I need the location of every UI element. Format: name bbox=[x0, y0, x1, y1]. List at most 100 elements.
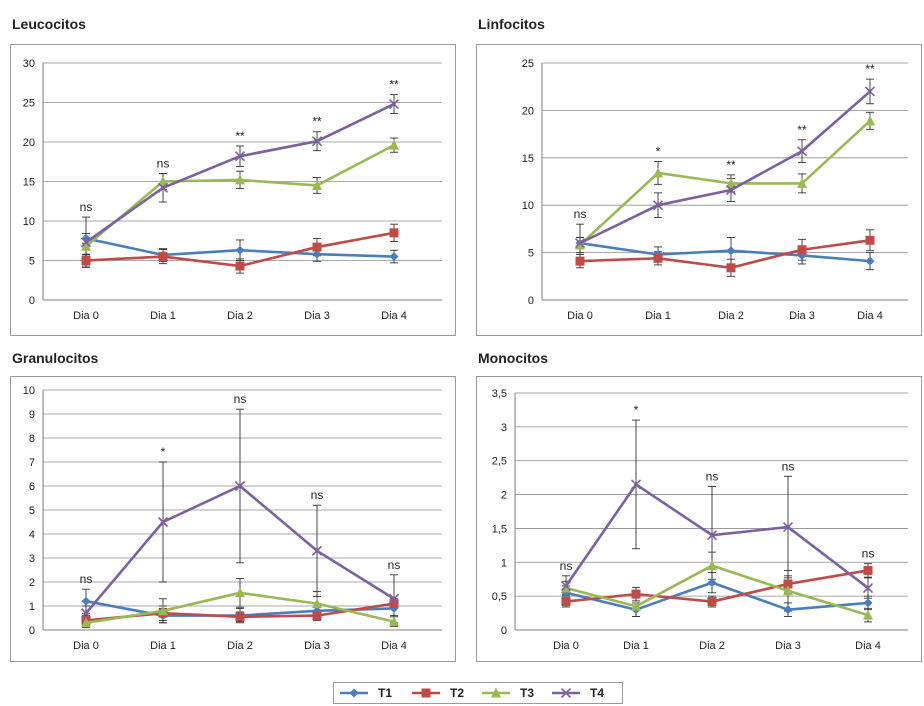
chart-frame-leucocitos bbox=[10, 44, 456, 336]
data-point-t4 bbox=[311, 136, 323, 147]
y-tick-label: 0 bbox=[501, 625, 507, 637]
data-point-t2 bbox=[575, 256, 585, 266]
legend-item-t3: T3 bbox=[482, 686, 534, 700]
data-point-t3 bbox=[235, 174, 245, 185]
legend-marker bbox=[491, 687, 501, 698]
data-point-t3 bbox=[312, 179, 322, 190]
data-point-t3 bbox=[389, 139, 399, 150]
data-point-t4 bbox=[311, 545, 323, 556]
data-point-t4 bbox=[234, 151, 246, 162]
x-tick-label: Dia 0 bbox=[73, 640, 99, 652]
x-tick-label: Dia 1 bbox=[150, 640, 176, 652]
data-point-t2 bbox=[797, 245, 807, 255]
chart-title-linfocitos: Linfocitos bbox=[478, 16, 545, 32]
significance-label: ns bbox=[311, 488, 324, 502]
legend-marker bbox=[349, 688, 359, 698]
x-tick-label: Dia 0 bbox=[73, 310, 99, 322]
y-tick-label: 20 bbox=[23, 137, 35, 149]
data-point-t1 bbox=[726, 246, 736, 256]
data-point-t4 bbox=[560, 580, 572, 592]
significance-label: ns bbox=[706, 469, 719, 483]
y-tick-label: 10 bbox=[23, 216, 35, 228]
y-tick-label: 8 bbox=[29, 433, 35, 445]
y-tick-label: 1 bbox=[501, 557, 507, 569]
x-tick-label: Dia 1 bbox=[623, 640, 649, 652]
y-tick-label: 3 bbox=[29, 553, 35, 565]
data-point-t4 bbox=[796, 146, 808, 157]
y-tick-label: 9 bbox=[29, 409, 35, 421]
y-tick-label: 0,5 bbox=[492, 591, 507, 603]
significance-label: ** bbox=[865, 62, 875, 76]
data-point-t3 bbox=[81, 617, 91, 628]
x-tick-label: Dia 0 bbox=[553, 640, 579, 652]
data-point-t3 bbox=[653, 167, 663, 178]
significance-label: ns bbox=[234, 392, 247, 406]
series-line-t4 bbox=[579, 90, 871, 245]
significance-label: ** bbox=[389, 78, 399, 92]
data-point-t4 bbox=[652, 200, 664, 211]
y-tick-label: 20 bbox=[522, 105, 534, 117]
x-tick-label: Dia 3 bbox=[304, 640, 330, 652]
significance-label: * bbox=[634, 403, 639, 417]
x-tick-label: Dia 4 bbox=[381, 640, 407, 652]
data-point-t3 bbox=[631, 600, 641, 611]
y-tick-label: 5 bbox=[29, 505, 35, 517]
series-line-t2 bbox=[579, 238, 871, 270]
data-point-t4 bbox=[574, 238, 586, 249]
legend-item-t1: T1 bbox=[340, 686, 392, 700]
data-point-t2 bbox=[783, 579, 793, 589]
legend-label: T2 bbox=[450, 686, 464, 700]
data-point-t3 bbox=[797, 177, 807, 188]
x-tick-label: Dia 2 bbox=[227, 640, 253, 652]
data-point-t1 bbox=[81, 596, 91, 606]
data-point-t4 bbox=[234, 480, 246, 492]
data-point-t3 bbox=[561, 582, 571, 593]
y-tick-label: 3,5 bbox=[492, 388, 507, 400]
y-tick-label: 1,5 bbox=[492, 523, 507, 535]
data-point-t2 bbox=[235, 261, 245, 271]
legend-marker bbox=[421, 688, 431, 698]
y-tick-label: 0 bbox=[29, 625, 35, 637]
significance-label: * bbox=[161, 445, 166, 459]
data-point-t4 bbox=[725, 184, 737, 196]
y-tick-label: 6 bbox=[29, 481, 35, 493]
y-tick-label: 15 bbox=[23, 177, 35, 189]
data-point-t4 bbox=[388, 99, 400, 110]
data-point-t4 bbox=[388, 593, 400, 604]
series-line-t4 bbox=[564, 483, 869, 590]
chart-title-granulocitos: Granulocitos bbox=[12, 350, 99, 366]
chart-frame-monocitos bbox=[476, 376, 922, 662]
data-point-t3 bbox=[863, 609, 873, 620]
series-line-t2 bbox=[565, 569, 869, 603]
y-tick-label: 0 bbox=[29, 295, 35, 307]
data-point-t2 bbox=[561, 597, 571, 607]
data-point-t2 bbox=[389, 228, 399, 238]
significance-label: * bbox=[656, 145, 661, 159]
data-point-t2 bbox=[865, 235, 875, 245]
data-point-t4 bbox=[80, 608, 92, 619]
data-point-t2 bbox=[653, 253, 663, 263]
x-tick-label: Dia 2 bbox=[227, 310, 253, 322]
y-tick-label: 30 bbox=[23, 58, 35, 70]
chart-granulocitos: 0 1 2 3 4 5 6 7 8 9 10 Dia 0 Dia 1 Dia 2 Dia 3 Dia 4 ns *… bbox=[23, 385, 442, 652]
x-tick-label: Dia 4 bbox=[855, 640, 881, 652]
y-tick-label: 15 bbox=[522, 153, 534, 165]
data-point-t2 bbox=[863, 565, 873, 575]
data-point-t2 bbox=[312, 611, 322, 621]
data-point-t3 bbox=[312, 598, 322, 609]
significance-label: ns bbox=[574, 207, 587, 221]
chart-title-monocitos: Monocitos bbox=[478, 350, 548, 366]
series-line-t3 bbox=[579, 119, 871, 246]
chart-legend bbox=[333, 682, 623, 704]
data-point-t1 bbox=[389, 252, 399, 262]
significance-label: ns bbox=[388, 558, 401, 572]
chart-monocitos: 0 0,5 1 1,5 2 2,5 3 3,5 Dia 0 Dia 1 Dia 2 Dia 3 Dia … bbox=[492, 388, 908, 652]
y-tick-label: 5 bbox=[528, 248, 534, 260]
x-tick-label: Dia 2 bbox=[699, 640, 725, 652]
x-tick-label: Dia 1 bbox=[150, 310, 176, 322]
y-tick-label: 1 bbox=[29, 601, 35, 613]
x-tick-label: Dia 4 bbox=[857, 310, 883, 322]
data-point-t3 bbox=[707, 560, 717, 571]
